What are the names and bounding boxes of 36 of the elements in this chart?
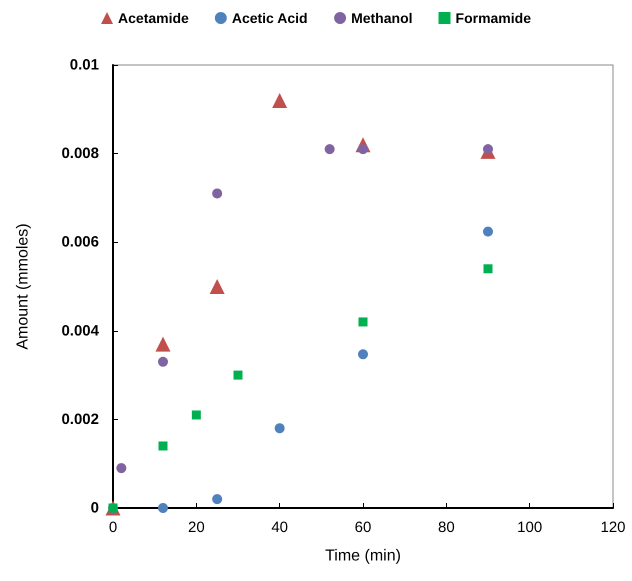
point [192,410,201,420]
legend-label: Formamide [456,10,532,26]
point [358,349,368,360]
point [358,317,368,326]
x-tick-label: 40 [271,519,288,536]
point [158,441,168,450]
point [484,264,492,274]
point [158,356,168,367]
x-tick-label: 100 [517,519,542,536]
point [234,370,242,380]
y-tick-label: 0.006 [61,234,99,251]
y-tick-label: 0.002 [61,410,99,428]
y-tick-label: 0.01 [70,56,99,74]
x-tick-label: 0 [108,519,118,536]
point [483,226,493,237]
point [116,463,126,474]
x-tick-label: 20 [188,519,205,536]
point [212,494,222,504]
x-axis-title: Time (min) [325,548,401,564]
point [212,188,222,198]
y-tick-label: 0.004 [61,322,100,340]
point [210,279,225,294]
point [272,92,288,108]
y-tick-label: 0.008 [61,145,99,162]
y-axis-title: Amount (mmoles) [14,223,32,350]
legend-label: Methanol [351,10,413,26]
x-tick-label: 60 [354,519,372,536]
legend-label: Acetic Acid [232,10,308,26]
point [158,503,168,513]
y-tick-label: 0 [90,500,99,516]
point [324,144,335,154]
point [274,423,285,434]
x-tick-label: 120 [600,519,626,536]
x-tick-label: 80 [438,519,455,536]
legend-label: Acetamide [118,10,190,26]
point [156,336,170,352]
